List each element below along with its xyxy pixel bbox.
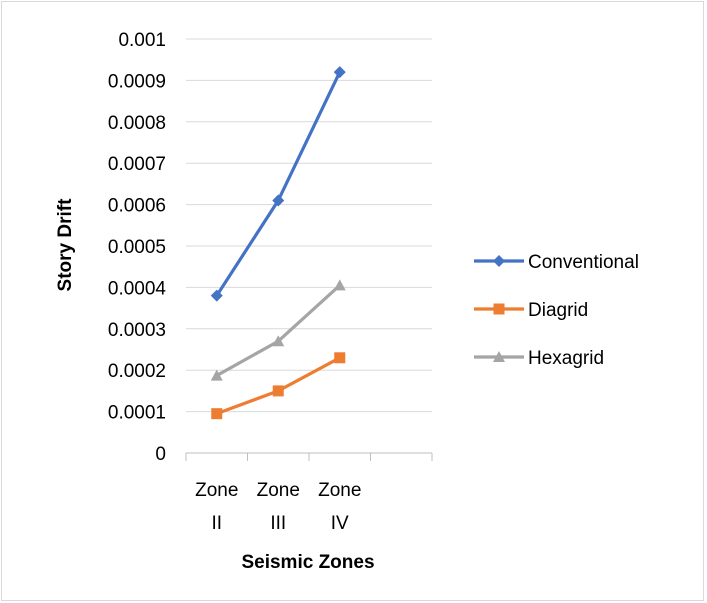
legend-label: Hexagrid [528,348,604,369]
y-tick-label: 0.0001 [108,403,166,424]
y-tick-label: 0 [155,444,166,465]
series-conventional [210,66,346,302]
data-point-marker [210,369,223,381]
series-line [215,71,342,297]
x-axis-title: Seismic Zones [241,552,374,573]
y-tick-label: 0.001 [118,30,166,51]
y-tick-label: 0.0006 [108,196,166,217]
x-tick-label: IV [331,513,349,534]
y-axis-title: Story Drift [55,198,76,292]
x-tick-label: Zone [257,480,300,501]
x-tick-label: Zone [195,480,238,501]
data-point-marker [210,289,223,302]
data-point-marker [333,66,346,79]
x-axis [185,452,433,461]
x-tick-label: II [211,513,222,534]
x-tick-label: Zone [318,480,361,501]
data-point-marker [272,194,285,207]
x-tick-labels: Zone II Zone III Zone IV [195,480,361,534]
series-diagrid [211,352,346,420]
legend-item: Hexagrid [474,348,604,369]
y-tick-label: 0.0004 [108,278,167,299]
legend-label: Conventional [528,252,639,273]
series-line [215,284,341,377]
y-tick-label: 0.0008 [108,113,166,134]
legend-label: Diagrid [528,300,588,321]
series-hexagrid [210,279,346,381]
legend: Conventional Diagrid Hexagrid [474,252,639,369]
data-point-marker [493,351,505,362]
y-tick-label: 0.0009 [108,71,166,92]
y-tick-label: 0.0005 [108,237,166,258]
data-point-marker [272,335,285,347]
legend-item: Conventional [474,252,639,273]
data-point-marker [334,352,346,364]
y-tick-label: 0.0007 [108,154,166,175]
data-point-marker [211,408,223,420]
data-point-marker [272,385,284,397]
data-point-marker [333,279,346,291]
data-point-marker [493,255,505,267]
series-layer [210,66,346,420]
data-point-marker [493,303,505,315]
legend-item: Diagrid [474,300,588,321]
x-tick-label: III [270,513,286,534]
gridlines [186,38,432,454]
y-tick-label: 0.0002 [108,361,166,382]
y-tick-labels: 0 0.0001 0.0002 0.0003 0.0004 0.0005 0.0006 0.0… [108,30,167,465]
y-tick-label: 0.0003 [108,320,166,341]
